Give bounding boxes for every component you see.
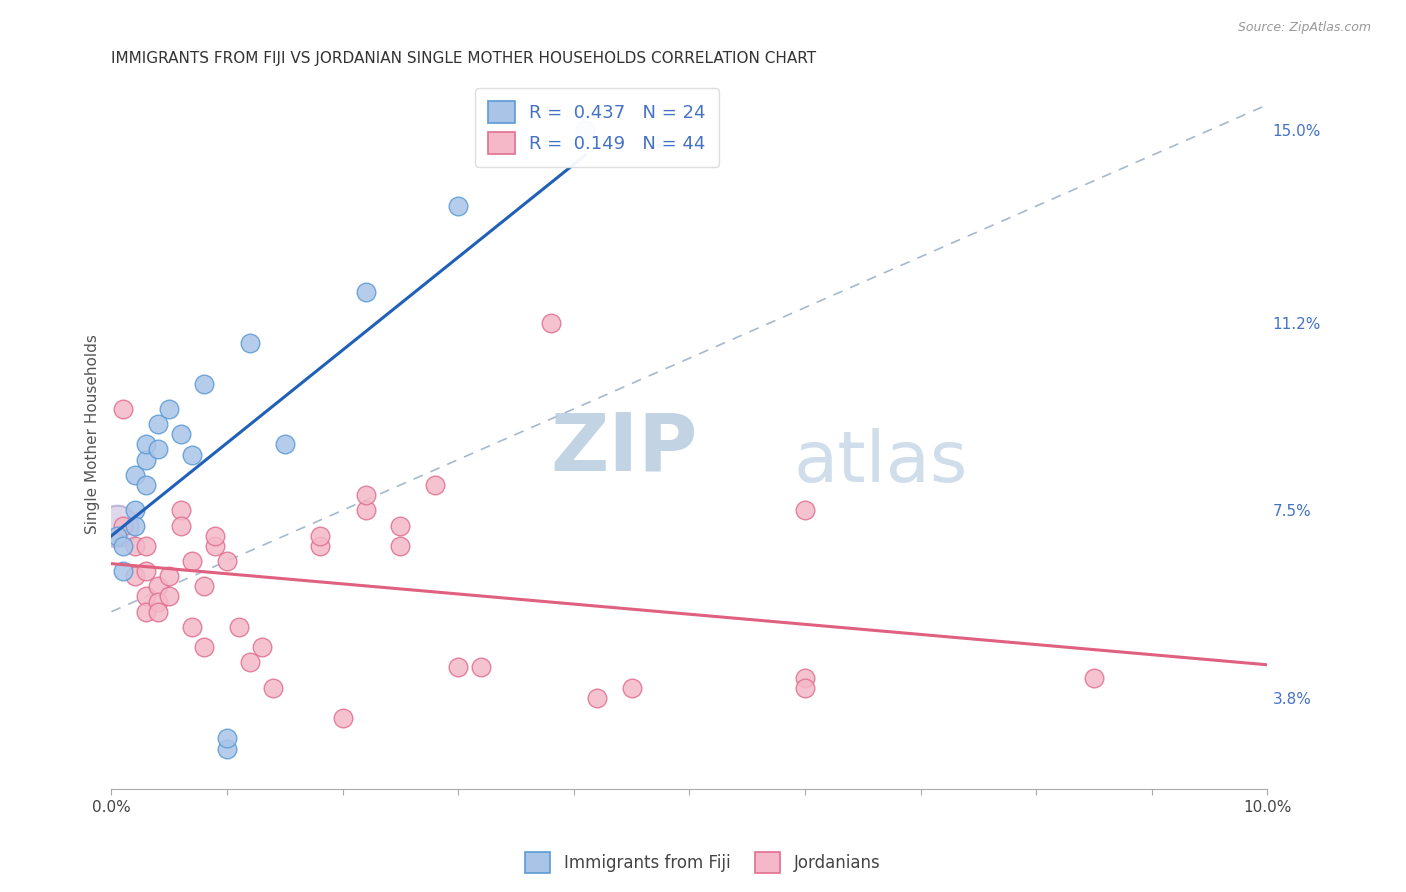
Point <box>354 488 377 502</box>
Point <box>308 528 330 542</box>
Text: ZIP: ZIP <box>551 409 697 487</box>
Point <box>274 437 297 451</box>
Point <box>447 660 470 674</box>
Point <box>620 681 643 695</box>
Point <box>332 711 354 725</box>
Point <box>105 518 128 533</box>
Point <box>193 579 215 593</box>
Point <box>135 590 157 604</box>
Point <box>250 640 273 655</box>
Point <box>389 518 412 533</box>
Text: atlas: atlas <box>793 428 967 497</box>
Point <box>135 478 157 492</box>
Point <box>193 376 215 391</box>
Point <box>157 401 180 416</box>
Point <box>215 554 238 568</box>
Point <box>389 539 412 553</box>
Point <box>794 681 817 695</box>
Point <box>354 285 377 300</box>
Point <box>1083 671 1105 685</box>
Point <box>146 417 169 431</box>
Point <box>124 569 146 583</box>
Point <box>170 518 193 533</box>
Point <box>157 569 180 583</box>
Point <box>146 442 169 457</box>
Point <box>354 503 377 517</box>
Point <box>111 518 134 533</box>
Point <box>204 528 226 542</box>
Point <box>170 427 193 442</box>
Point <box>124 467 146 482</box>
Point <box>111 564 134 578</box>
Point <box>135 539 157 553</box>
Point <box>794 503 817 517</box>
Point <box>146 579 169 593</box>
Point <box>540 316 562 330</box>
Point <box>470 660 492 674</box>
Text: Source: ZipAtlas.com: Source: ZipAtlas.com <box>1237 21 1371 34</box>
Point <box>146 605 169 619</box>
Point <box>181 554 204 568</box>
Point <box>215 741 238 756</box>
Point <box>308 539 330 553</box>
Text: IMMIGRANTS FROM FIJI VS JORDANIAN SINGLE MOTHER HOUSEHOLDS CORRELATION CHART: IMMIGRANTS FROM FIJI VS JORDANIAN SINGLE… <box>111 51 817 66</box>
Legend: Immigrants from Fiji, Jordanians: Immigrants from Fiji, Jordanians <box>519 846 887 880</box>
Point <box>135 605 157 619</box>
Point <box>135 564 157 578</box>
Point <box>574 123 596 137</box>
Point <box>586 690 609 705</box>
Point <box>239 336 262 351</box>
Point <box>124 539 146 553</box>
Point <box>181 448 204 462</box>
Point <box>239 656 262 670</box>
Point <box>447 199 470 213</box>
Point <box>111 539 134 553</box>
Point <box>423 478 446 492</box>
Point <box>124 503 146 517</box>
Point <box>215 731 238 746</box>
Point <box>181 620 204 634</box>
Point <box>794 671 817 685</box>
Y-axis label: Single Mother Households: Single Mother Households <box>86 334 100 534</box>
Legend: R =  0.437   N = 24, R =  0.149   N = 44: R = 0.437 N = 24, R = 0.149 N = 44 <box>475 88 718 167</box>
Point <box>111 401 134 416</box>
Point <box>228 620 250 634</box>
Point <box>170 503 193 517</box>
Point <box>146 594 169 608</box>
Point <box>262 681 284 695</box>
Point <box>157 590 180 604</box>
Point <box>193 640 215 655</box>
Point <box>105 528 128 542</box>
Point <box>204 539 226 553</box>
Point <box>124 518 146 533</box>
Point <box>135 452 157 467</box>
Point <box>135 437 157 451</box>
